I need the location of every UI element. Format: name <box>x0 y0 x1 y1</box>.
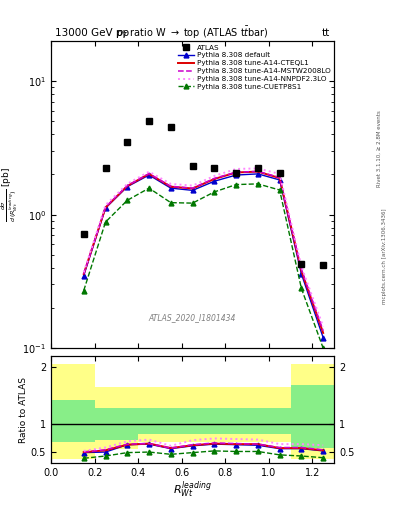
Y-axis label: Ratio to ATLAS: Ratio to ATLAS <box>19 377 28 442</box>
Text: 13000 GeV pp: 13000 GeV pp <box>55 28 129 38</box>
Y-axis label: $\frac{d\sigma}{d\,(R_{Wt}^{leading})}$ [pb]: $\frac{d\sigma}{d\,(R_{Wt}^{leading})}$ … <box>0 167 20 222</box>
X-axis label: $R_{Wt}^{leading}$: $R_{Wt}^{leading}$ <box>173 480 212 500</box>
Text: tt: tt <box>322 28 330 38</box>
Text: Rivet 3.1.10, ≥ 2.8M events: Rivet 3.1.10, ≥ 2.8M events <box>377 110 382 187</box>
Text: mcplots.cern.ch [arXiv:1306.3436]: mcplots.cern.ch [arXiv:1306.3436] <box>382 208 387 304</box>
Text: ATLAS_2020_I1801434: ATLAS_2020_I1801434 <box>149 313 236 322</box>
Title: $p_T$ ratio W $\rightarrow$ top (ATLAS t$\bar{t}$bar): $p_T$ ratio W $\rightarrow$ top (ATLAS t… <box>116 25 269 41</box>
Legend: ATLAS, Pythia 8.308 default, Pythia 8.308 tune-A14-CTEQL1, Pythia 8.308 tune-A14: ATLAS, Pythia 8.308 default, Pythia 8.30… <box>176 43 332 91</box>
